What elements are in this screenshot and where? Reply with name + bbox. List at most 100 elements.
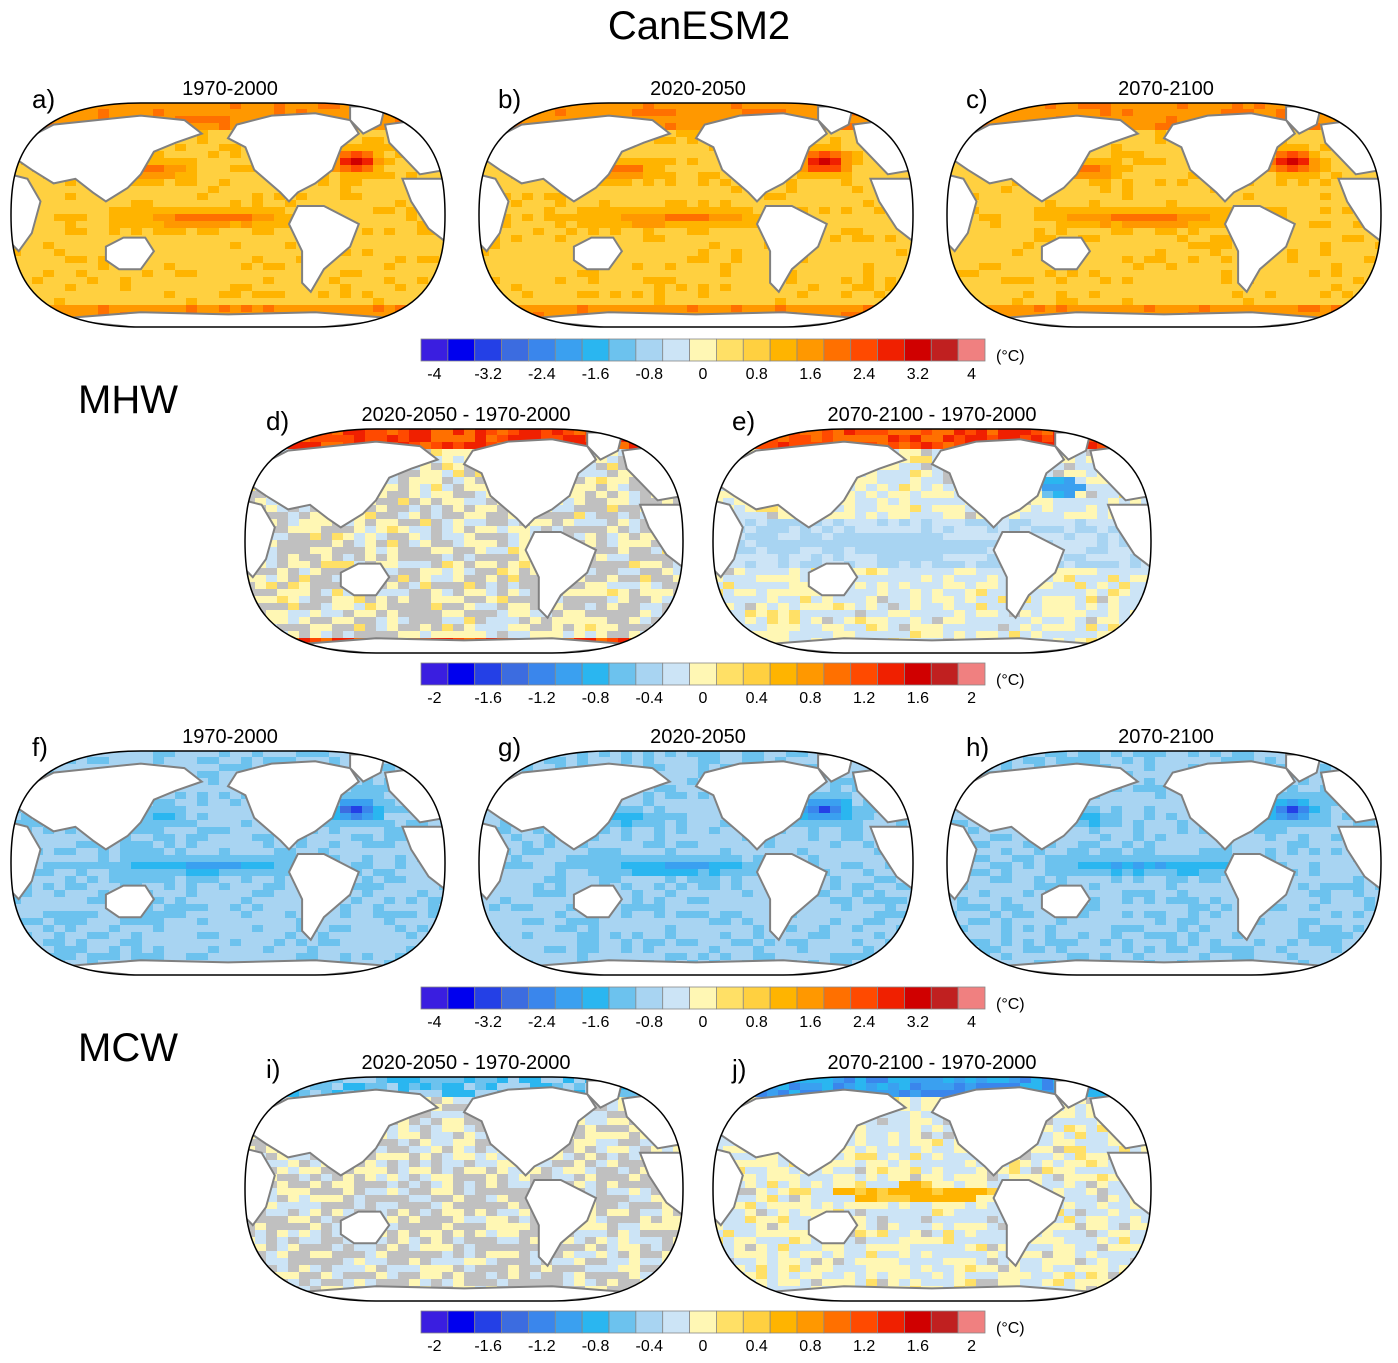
colorbar-swatch <box>796 986 825 1010</box>
figure-title: CanESM2 <box>607 4 791 48</box>
colorbar-swatch <box>420 986 449 1010</box>
continent <box>989 959 1339 975</box>
colorbar-swatch <box>662 986 690 1010</box>
map-panel <box>478 102 914 328</box>
colorbar-swatch <box>823 338 852 362</box>
panel-letter: i) <box>266 1054 281 1084</box>
colorbar-tick-label: 0.8 <box>745 366 768 383</box>
colorbar-tick-label: 0.8 <box>799 690 822 707</box>
colorbar-swatch <box>877 986 905 1010</box>
continent <box>755 853 829 942</box>
colorbar-swatch <box>823 986 852 1010</box>
continent <box>947 821 978 901</box>
continent <box>226 112 361 203</box>
continent <box>930 1086 1066 1177</box>
colorbar-swatch <box>904 662 932 686</box>
continent <box>1106 1151 1151 1219</box>
colorbar-tick-label: -0.8 <box>581 690 610 707</box>
continent <box>868 825 913 893</box>
colorbar-swatch <box>501 338 529 362</box>
colorbar-swatch <box>608 986 637 1010</box>
colorbar-unit: (°C) <box>996 1320 1025 1337</box>
colorbar-swatch <box>930 662 959 686</box>
continent <box>11 173 42 253</box>
colorbar-swatch <box>716 338 744 362</box>
map-panel <box>712 428 1152 654</box>
map-frame <box>10 750 446 976</box>
colorbar-tick-label: 0 <box>698 366 708 383</box>
colorbar-swatch <box>742 986 771 1010</box>
colorbar-tick-label: -1.6 <box>474 1338 502 1355</box>
colorbar-swatch <box>742 338 771 362</box>
panel-title: 1970-2000 <box>182 726 278 748</box>
continent <box>287 1285 641 1301</box>
continent <box>53 311 403 327</box>
continent <box>694 112 829 203</box>
colorbar-swatch <box>769 986 798 1010</box>
colorbar-swatch <box>608 338 637 362</box>
colorbar-tick-label: 0 <box>698 1014 708 1031</box>
continent <box>694 760 829 851</box>
colorbar-swatch <box>904 1310 932 1334</box>
continent <box>245 1147 276 1227</box>
continent <box>251 440 440 529</box>
continent <box>868 177 913 245</box>
map-panel <box>478 750 914 976</box>
panel-title: 2070-2100 - 1970-2000 <box>827 404 1037 426</box>
continent <box>17 114 204 203</box>
colorbar-swatch <box>742 662 771 686</box>
colorbar-swatch <box>608 1310 637 1334</box>
colorbar-swatch <box>581 986 610 1010</box>
map-frame <box>10 102 446 328</box>
continent <box>572 236 624 271</box>
continent <box>755 205 829 294</box>
colorbar-swatch <box>796 338 825 362</box>
map-frame <box>946 102 1382 328</box>
colorbar-tick-label: -0.8 <box>635 1014 664 1031</box>
continent <box>226 760 361 851</box>
continent <box>992 1179 1066 1268</box>
continent <box>953 762 1140 851</box>
colorbar-swatch <box>608 662 637 686</box>
colorbar-swatch <box>447 1310 476 1334</box>
map-frame <box>712 1076 1152 1302</box>
colorbar-swatch <box>447 338 476 362</box>
colorbar-swatch <box>769 1310 798 1334</box>
colorbar-swatch <box>474 662 502 686</box>
colorbar-tick-label: 2 <box>967 1338 977 1355</box>
continent <box>638 1151 683 1219</box>
continent <box>485 762 672 851</box>
colorbar-tick-label: 1.6 <box>799 1014 822 1031</box>
colorbar-tick-label: -2 <box>427 690 442 707</box>
colorbar-tick-label: -1.6 <box>581 1014 610 1031</box>
continent <box>572 884 624 919</box>
map-frame <box>946 750 1382 976</box>
colorbar-swatch <box>528 1310 556 1334</box>
continent <box>462 438 598 529</box>
map-frame <box>478 750 914 976</box>
colorbar-swatch <box>716 986 744 1010</box>
colorbar-swatch <box>689 986 717 1010</box>
colorbar-swatch <box>850 1310 878 1334</box>
colorbar-tick-label: -2 <box>427 1338 442 1355</box>
colorbar-unit: (°C) <box>996 996 1025 1013</box>
colorbar-tick-label: 0 <box>698 1338 708 1355</box>
continent <box>1223 853 1297 942</box>
continent <box>713 499 744 579</box>
continent <box>251 1088 440 1177</box>
colorbar-tick-label: 0.8 <box>745 1014 768 1031</box>
colorbar-tick-label: 4 <box>967 1014 977 1031</box>
colorbar <box>420 986 986 1010</box>
continent <box>807 1210 859 1245</box>
colorbar-tick-label: -0.8 <box>635 366 664 383</box>
colorbar-tick-label: 1.6 <box>799 366 822 383</box>
colorbar-swatch <box>554 986 583 1010</box>
continent <box>17 762 204 851</box>
continent <box>104 884 156 919</box>
continent <box>287 637 641 653</box>
colorbar-swatch <box>796 1310 825 1334</box>
colorbar-swatch <box>420 662 449 686</box>
continent <box>400 177 445 245</box>
continent <box>989 311 1339 327</box>
panel-letter: g) <box>498 732 522 762</box>
